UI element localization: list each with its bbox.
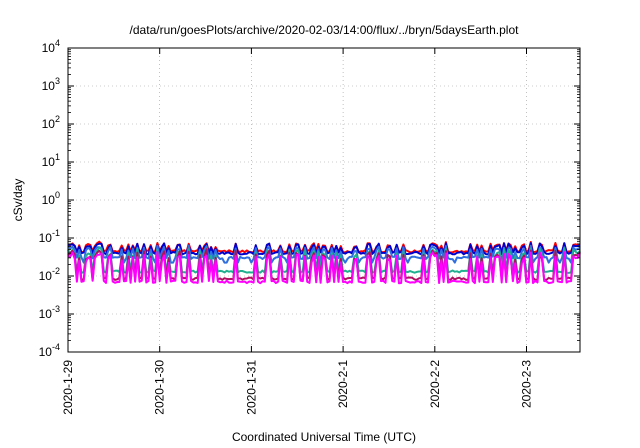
y-tick-label: 10-1 [39, 228, 60, 245]
x-tick-label: 2020-2-1 [336, 360, 350, 408]
series-layer [67, 240, 581, 285]
y-axis: 104 103 102 101 100 10-1 10-2 10-3 10-4 [39, 38, 580, 359]
series-line [67, 250, 581, 285]
y-tick-label: 10-3 [39, 304, 60, 321]
y-axis-label: cSv/day [11, 179, 25, 222]
x-tick-label: 2020-2-2 [428, 360, 442, 408]
y-tick-label: 10-2 [39, 266, 60, 283]
chart-title: /data/run/goesPlots/archive/2020-02-03/1… [130, 23, 520, 37]
series-line [67, 244, 581, 264]
x-axis: 2020-1-29 2020-1-30 2020-1-31 2020-2-1 2020-… [61, 48, 534, 415]
grid [67, 47, 580, 353]
y-tick-label: 102 [42, 114, 60, 131]
y-tick-label: 10-4 [39, 342, 60, 359]
y-tick-label: 100 [42, 190, 60, 207]
x-axis-label: Coordinated Universal Time (UTC) [232, 430, 416, 444]
y-tick-label: 101 [42, 152, 60, 169]
x-tick-label: 2020-2-3 [520, 360, 534, 408]
x-tick-label: 2020-1-30 [153, 360, 167, 415]
y-tick-label: 103 [42, 76, 60, 93]
x-tick-label: 2020-1-29 [61, 360, 75, 415]
x-tick-label: 2020-1-31 [244, 360, 258, 415]
y-tick-label: 104 [42, 38, 60, 55]
series-line [67, 242, 581, 256]
